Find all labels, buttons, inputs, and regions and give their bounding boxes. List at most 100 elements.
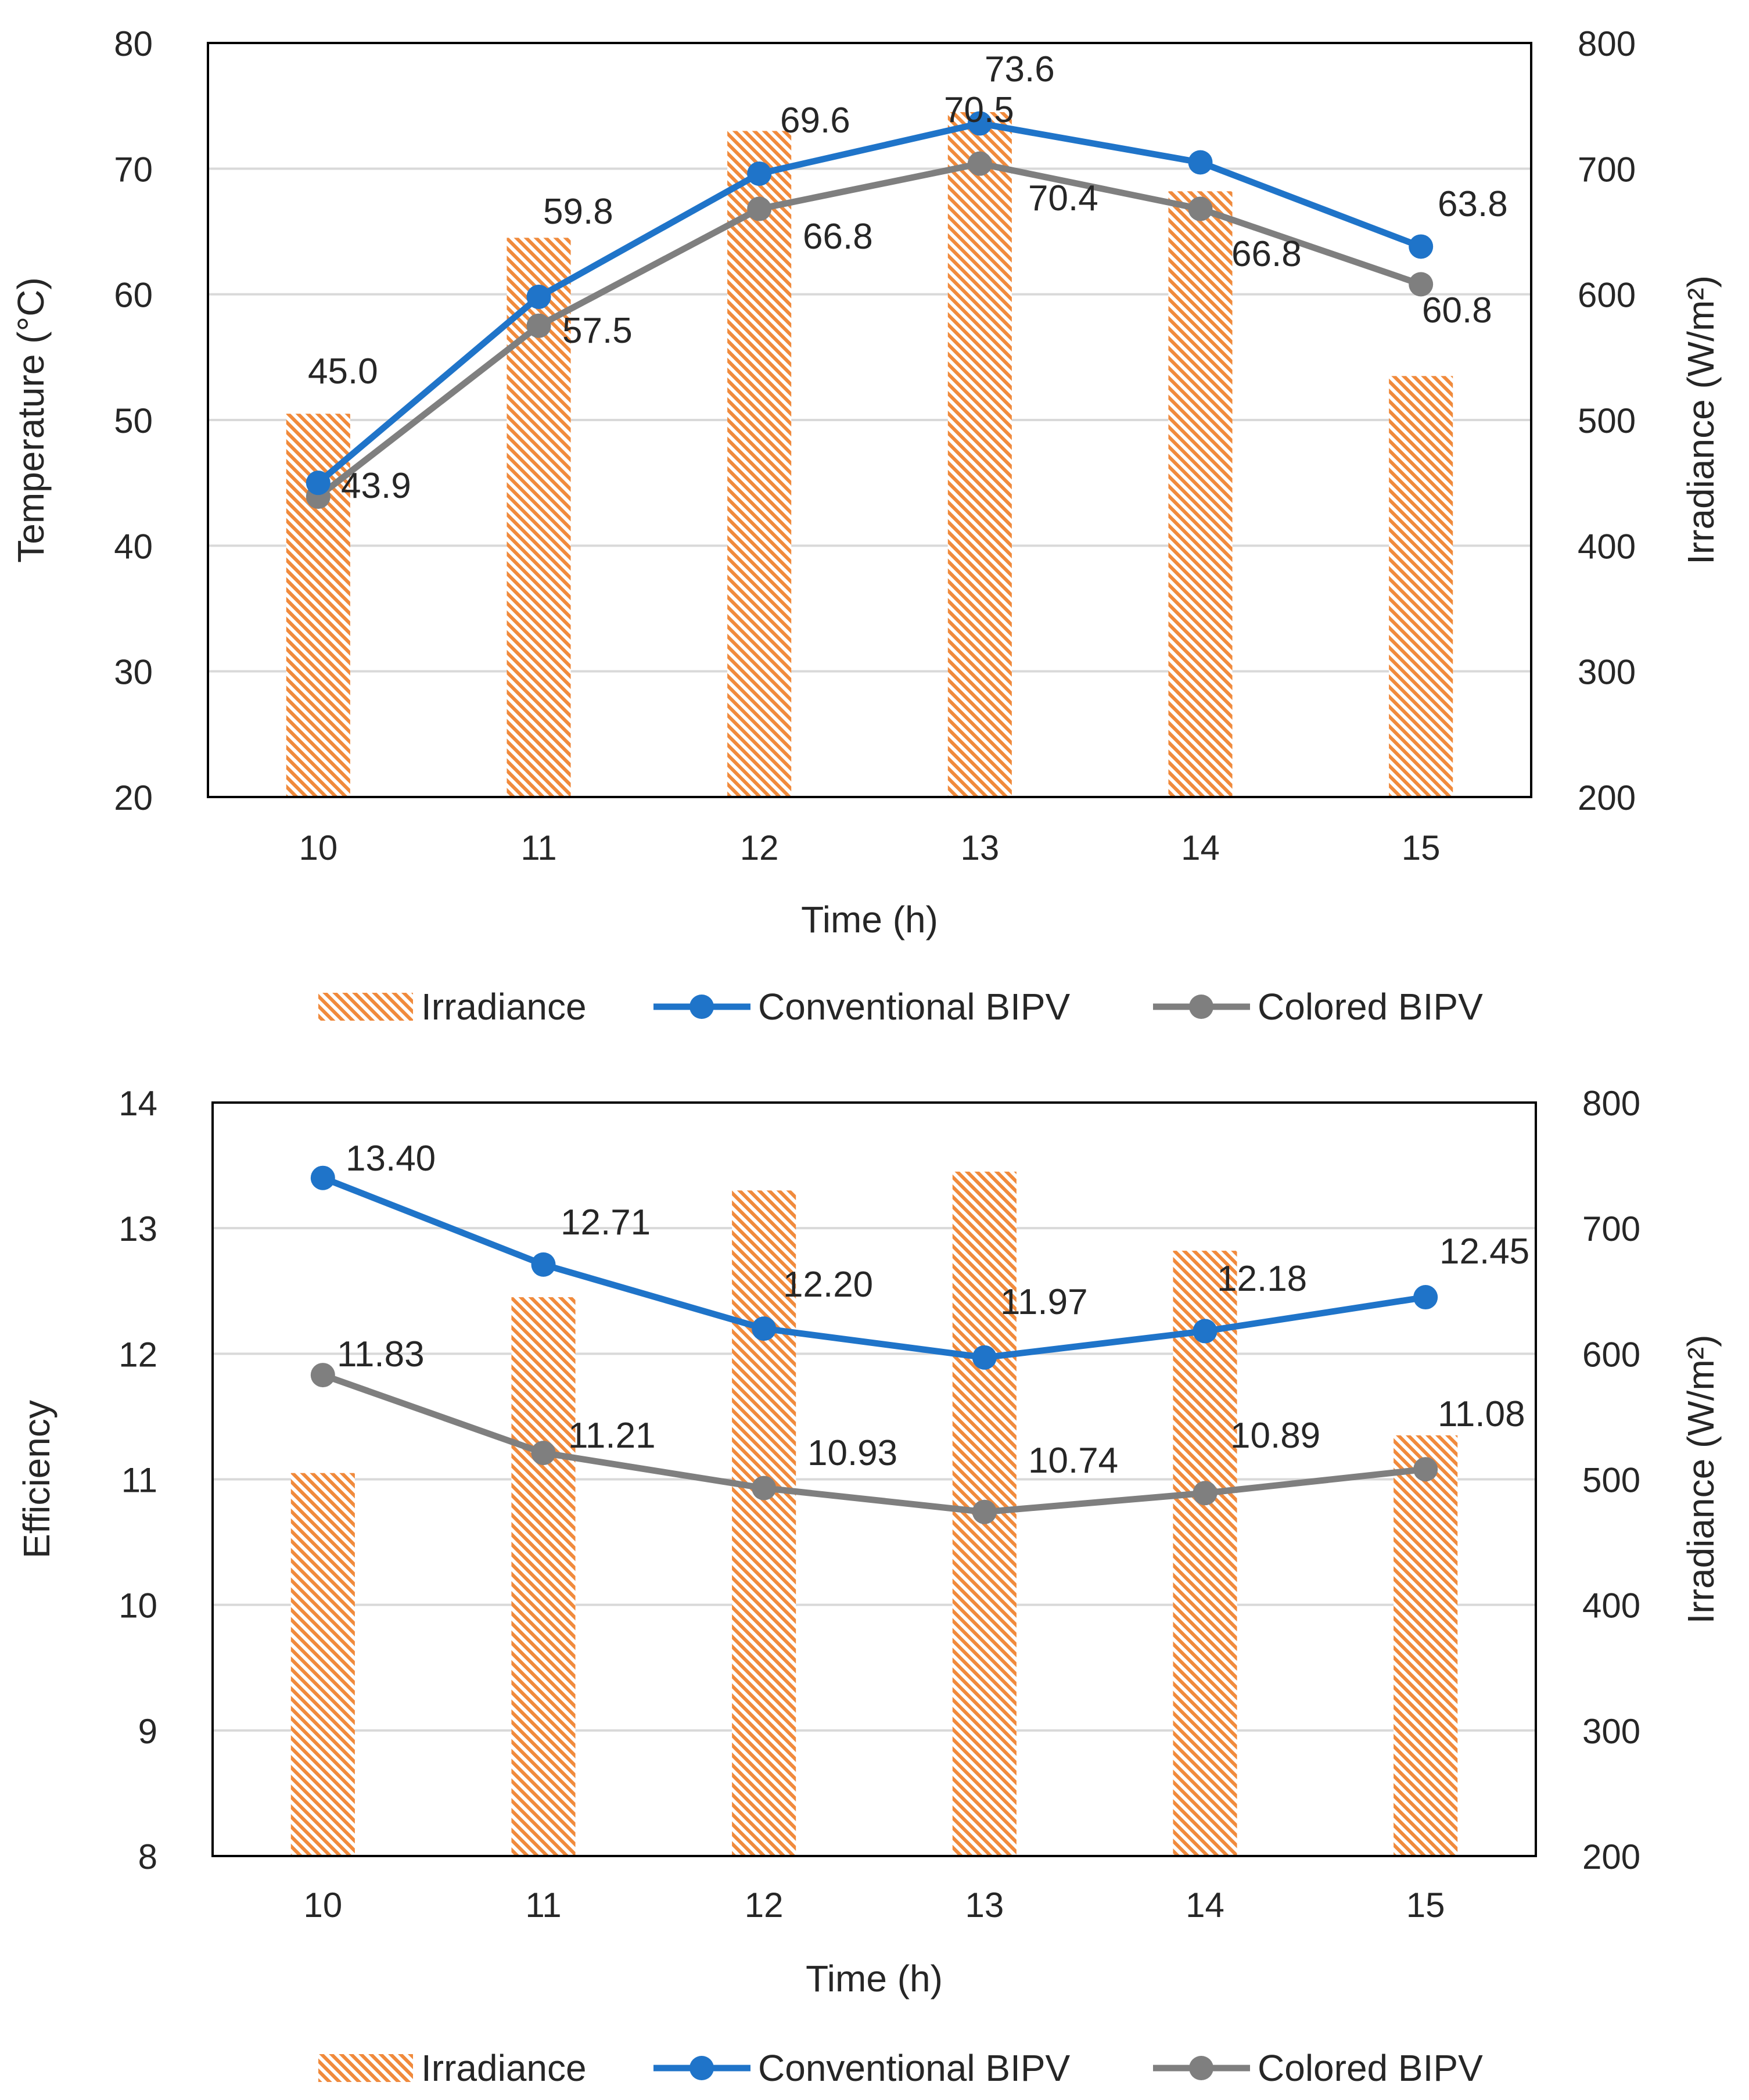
- y2-tick-label: 300: [1582, 1712, 1640, 1751]
- legend: Irradiance Conventional BIPV Colored BIPV: [318, 986, 1483, 1028]
- y2-tick-label: 200: [1582, 1837, 1640, 1876]
- x-tick-label: 13: [960, 828, 999, 867]
- y2-tick-label: 700: [1582, 1209, 1640, 1248]
- colored-bipv-point: [972, 1499, 997, 1524]
- legend-irradiance-label: Irradiance: [421, 2047, 587, 2089]
- temperature-chart: 20 30 40 50 60 70 80 200 300 400 500 600 700 800 10 11 1…: [10, 24, 1722, 1028]
- conventional-bipv-data-label: 13.40: [346, 1139, 436, 1179]
- conventional-bipv-point: [967, 111, 992, 136]
- colored-bipv-line: [315, 160, 1424, 500]
- y-tick-label: 8: [138, 1837, 157, 1876]
- colored-bipv-data-label: 10.93: [807, 1433, 897, 1473]
- conventional-bipv-data-label: 12.18: [1217, 1259, 1307, 1299]
- x-tick-label: 15: [1406, 1886, 1445, 1925]
- y2-tick-label: 400: [1578, 527, 1636, 566]
- irradiance-bar: [1389, 376, 1453, 797]
- y2-tick-label: 600: [1582, 1335, 1640, 1374]
- irradiance-bar: [732, 1190, 796, 1856]
- colored-bipv-data-label: 70.4: [1028, 178, 1098, 218]
- colored-bipv-data-label: 60.8: [1422, 290, 1492, 331]
- efficiency-chart: 8 9 10 11 12 13 14 200 300 400 500 600 700 800 10 11 12 1…: [16, 1084, 1722, 2089]
- colored-bipv-point: [1193, 1481, 1218, 1506]
- x-tick-label: 12: [740, 828, 779, 867]
- irradiance-bar: [1173, 1251, 1237, 1856]
- y-axis-title: Efficiency: [16, 1400, 58, 1559]
- y2-axis-title: Irradiance (W/m²): [1680, 1335, 1722, 1624]
- colored-bipv-point: [752, 1476, 777, 1500]
- colored-bipv-data-label: 66.8: [803, 217, 873, 257]
- plot-area: [211, 1101, 1537, 1857]
- y-tick-label: 11: [121, 1461, 157, 1500]
- irradiance-bar: [727, 131, 792, 797]
- legend-irradiance-swatch: [318, 993, 413, 1021]
- conventional-bipv-data-label: 45.0: [308, 351, 378, 392]
- y-tick-label: 50: [114, 401, 153, 440]
- colored-bipv-data-label: 57.5: [562, 311, 633, 351]
- conventional-bipv-point: [1193, 1319, 1218, 1344]
- conventional-bipv-data-label: 73.6: [985, 49, 1055, 89]
- y2-axis-title: Irradiance (W/m²): [1680, 275, 1722, 565]
- conventional-bipv-point: [752, 1316, 777, 1341]
- y-tick-label: 10: [118, 1586, 157, 1625]
- y-tick-label: 20: [114, 778, 153, 817]
- y-axis-title: Temperature (°C): [10, 277, 52, 563]
- conventional-bipv-data-label: 70.5: [944, 90, 1014, 130]
- irradiance-bar: [511, 1297, 576, 1856]
- colored-bipv-data-label: 43.9: [341, 466, 411, 506]
- conventional-bipv-line: [315, 120, 1424, 486]
- colored-bipv-point: [531, 1441, 556, 1466]
- colored-bipv-data-label: 11.21: [568, 1416, 656, 1456]
- legend-conventional-label: Conventional BIPV: [758, 986, 1071, 1028]
- legend-irradiance-label: Irradiance: [421, 986, 587, 1028]
- colored-bipv-line: [319, 1372, 1429, 1516]
- y2-tick-label: 500: [1578, 401, 1636, 440]
- x-tick-label: 14: [1181, 828, 1220, 867]
- conventional-bipv-data-label: 12.71: [561, 1202, 651, 1243]
- x-axis-title: Time (h): [806, 1958, 943, 2000]
- legend-colored-marker: [1189, 2056, 1213, 2080]
- irradiance-bar: [290, 1473, 355, 1856]
- colored-bipv-data-label: 11.08: [1438, 1394, 1525, 1434]
- y-tick-label: 30: [114, 653, 153, 692]
- colored-bipv-data-label: 10.74: [1028, 1441, 1118, 1481]
- legend-irradiance-swatch: [318, 2054, 413, 2082]
- conventional-bipv-point: [747, 161, 772, 186]
- y2-tick-label: 700: [1578, 150, 1636, 189]
- conventional-bipv-point: [526, 284, 551, 309]
- legend-conventional-label: Conventional BIPV: [758, 2047, 1071, 2089]
- irradiance-bar: [947, 112, 1012, 797]
- colored-bipv-point: [967, 151, 992, 176]
- colored-bipv-point: [1413, 1457, 1438, 1482]
- conventional-bipv-point: [1413, 1285, 1438, 1310]
- colored-bipv-data-label: 10.89: [1230, 1416, 1320, 1456]
- legend: Irradiance Conventional BIPV Colored BIPV: [318, 2047, 1483, 2089]
- colored-bipv-point: [1409, 272, 1434, 297]
- y2-tick-label: 400: [1582, 1586, 1640, 1625]
- legend-conventional-marker: [689, 2056, 714, 2080]
- conventional-bipv-point: [306, 471, 331, 496]
- conventional-bipv-point: [310, 1165, 335, 1190]
- legend-colored-label: Colored BIPV: [1258, 2047, 1483, 2089]
- y2-tick-label: 600: [1578, 276, 1636, 315]
- x-tick-label: 12: [745, 1886, 784, 1925]
- conventional-bipv-data-label: 12.45: [1439, 1232, 1529, 1272]
- y-tick-label: 70: [114, 150, 153, 189]
- conventional-bipv-data-label: 11.97: [1000, 1282, 1088, 1322]
- x-tick-label: 10: [299, 828, 337, 867]
- y-tick-label: 80: [114, 24, 153, 63]
- y-tick-label: 60: [114, 276, 153, 315]
- legend-colored-label: Colored BIPV: [1258, 986, 1483, 1028]
- colored-bipv-data-label: 11.83: [337, 1334, 425, 1374]
- y-tick-label: 40: [114, 527, 153, 566]
- x-tick-label: 11: [525, 1886, 561, 1925]
- x-tick-label: 10: [303, 1886, 342, 1925]
- colored-bipv-point: [310, 1363, 335, 1388]
- conventional-bipv-point: [1188, 150, 1213, 175]
- colored-bipv-point: [526, 313, 551, 338]
- x-tick-label: 14: [1186, 1886, 1224, 1925]
- conventional-bipv-point: [531, 1252, 556, 1277]
- conventional-bipv-data-label: 69.6: [780, 100, 850, 141]
- legend-colored-marker: [1189, 995, 1213, 1019]
- y2-tick-label: 800: [1582, 1084, 1640, 1123]
